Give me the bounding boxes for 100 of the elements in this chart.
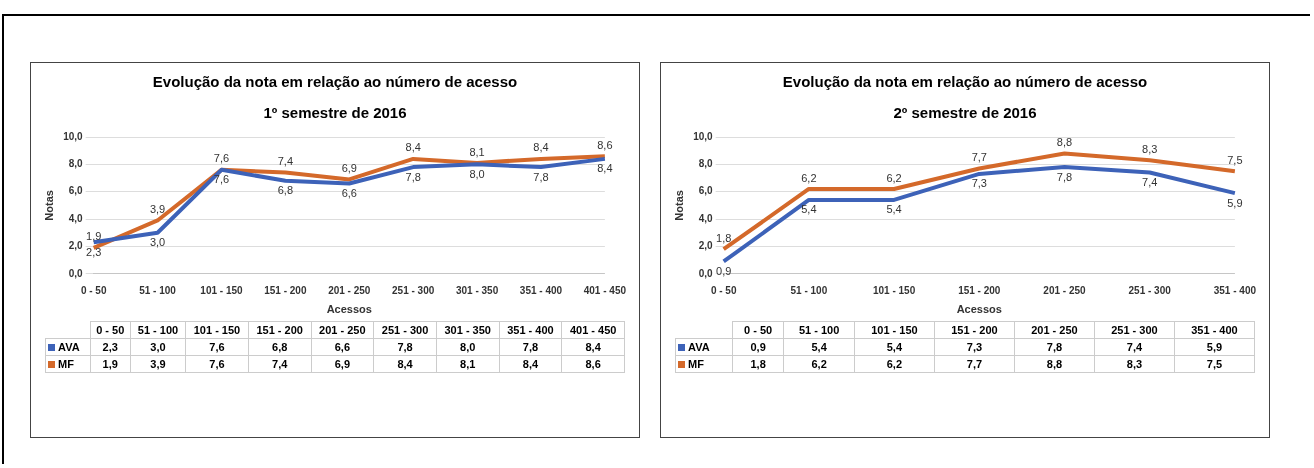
data-label: 1,9 <box>90 355 131 373</box>
text: 8,4 <box>597 162 613 175</box>
x-tick-label: 101 - 150 <box>872 284 916 296</box>
x-tick-label: 301 - 350 <box>455 284 499 296</box>
data-label: 7,4 <box>248 355 312 373</box>
data-label: 7,8 <box>373 338 437 356</box>
x-tick-label: 51 - 100 <box>139 284 177 296</box>
x-tick-label: 0 - 50 <box>710 284 737 296</box>
data-label: 5,9 <box>1174 338 1255 356</box>
x-tick-label: 201 - 250 <box>1043 284 1087 296</box>
text: 3,9 <box>149 202 166 215</box>
y-tick-label: 2,0 <box>68 240 84 252</box>
x-tick-label: 351 - 400 <box>1213 284 1257 296</box>
text: 0,9 <box>716 265 732 278</box>
text: 6,6 <box>341 187 357 200</box>
chart-subtitle: 1º semestre de 2016 <box>262 104 408 121</box>
data-label: 8,4 <box>499 355 562 373</box>
category-label: 151 - 200 <box>951 324 998 336</box>
text: 6,2 <box>801 171 817 184</box>
text: 8,0 <box>469 167 485 180</box>
text: 5,9 <box>1227 196 1243 209</box>
text: 7,8 <box>533 170 549 183</box>
data-label: 5,4 <box>854 338 935 356</box>
data-label: 8,0 <box>436 338 500 356</box>
category-label: 351 - 400 <box>1191 324 1238 336</box>
data-label: 7,8 <box>499 338 562 356</box>
category-label: 0 - 50 <box>96 324 125 336</box>
category-label: 351 - 400 <box>507 324 554 336</box>
text: 8,6 <box>597 138 613 151</box>
text: 5,4 <box>886 203 902 216</box>
chart-title: Evolução da nota em relação ao número de acesso <box>151 73 519 90</box>
category-label: 251 - 300 <box>1111 324 1158 336</box>
data-label: 5,4 <box>783 338 855 356</box>
category-label: 301 - 350 <box>444 324 491 336</box>
data-label: 3,0 <box>130 338 186 356</box>
data-label: 8,8 <box>1014 355 1095 373</box>
x-tick-label: 151 - 200 <box>958 284 1001 296</box>
text: 8,3 <box>1142 142 1158 155</box>
text: 7,8 <box>1056 170 1073 183</box>
legend-label: AVA <box>675 338 733 356</box>
y-tick-label: 10,0 <box>63 130 84 142</box>
y-tick-label: 8,0 <box>68 158 84 170</box>
text: 1,8 <box>716 231 732 244</box>
data-label: 8,4 <box>373 355 437 373</box>
data-label: 3,9 <box>130 355 186 373</box>
y-axis-title: Notas <box>42 190 55 221</box>
x-tick-label: 201 - 250 <box>328 284 371 296</box>
text: 6,2 <box>886 171 902 184</box>
data-label: 7,7 <box>934 355 1015 373</box>
text: 6,8 <box>277 184 294 197</box>
x-tick-label: 101 - 150 <box>200 284 244 296</box>
data-label: 8,6 <box>561 355 625 373</box>
text: 7,8 <box>405 170 421 183</box>
data-label: 7,8 <box>1014 338 1095 356</box>
category-label: 51 - 100 <box>798 324 840 336</box>
category-label: 101 - 150 <box>193 324 241 336</box>
data-label: 6,6 <box>311 338 374 356</box>
x-tick-label: 401 - 450 <box>583 284 627 296</box>
x-tick-label: 51 - 100 <box>790 284 828 296</box>
category-label: 101 - 150 <box>871 324 918 336</box>
data-label: 2,3 <box>90 338 131 356</box>
y-tick-label: 2,0 <box>698 240 714 252</box>
text: 8,8 <box>1056 135 1073 148</box>
data-label: 8,3 <box>1094 355 1175 373</box>
legend-label: MF <box>675 355 733 373</box>
data-label: 7,3 <box>934 338 1015 356</box>
text: 7,3 <box>971 177 987 190</box>
x-tick-label: 251 - 300 <box>1128 284 1172 296</box>
data-label: 6,9 <box>311 355 374 373</box>
text: 8,4 <box>405 141 421 154</box>
text: 2,3 <box>86 245 102 258</box>
text: 1,9 <box>86 230 102 243</box>
category-label: 201 - 250 <box>319 324 366 336</box>
text: 8,4 <box>533 141 549 154</box>
y-axis-title: Notas <box>672 190 685 221</box>
data-label: 1,8 <box>732 355 784 373</box>
category-label: 51 - 100 <box>137 324 179 336</box>
category-label: 0 - 50 <box>744 324 773 336</box>
data-label: 7,5 <box>1174 355 1255 373</box>
data-label: 6,8 <box>248 338 312 356</box>
legend-label: AVA <box>45 338 91 356</box>
y-tick-label: 8,0 <box>698 158 714 170</box>
text: 7,6 <box>213 173 230 186</box>
x-axis-title: Acessos <box>956 303 1002 316</box>
text: 5,4 <box>801 203 817 216</box>
y-tick-label: 10,0 <box>693 130 714 142</box>
text: 7,6 <box>213 152 230 165</box>
chart-title: Evolução da nota em relação ao número de acesso <box>781 73 1149 90</box>
x-tick-label: 251 - 300 <box>392 284 435 296</box>
text: 8,1 <box>469 145 485 158</box>
x-tick-label: 151 - 200 <box>264 284 307 296</box>
x-tick-label: 351 - 400 <box>519 284 563 296</box>
data-label: 8,4 <box>561 338 625 356</box>
text: 7,4 <box>277 155 294 168</box>
data-label: 7,6 <box>185 355 249 373</box>
data-label: 6,2 <box>783 355 855 373</box>
data-label: 7,6 <box>185 338 249 356</box>
category-label: 401 - 450 <box>569 324 617 336</box>
y-tick-label: 6,0 <box>698 185 714 197</box>
y-tick-label: 0,0 <box>698 267 714 279</box>
